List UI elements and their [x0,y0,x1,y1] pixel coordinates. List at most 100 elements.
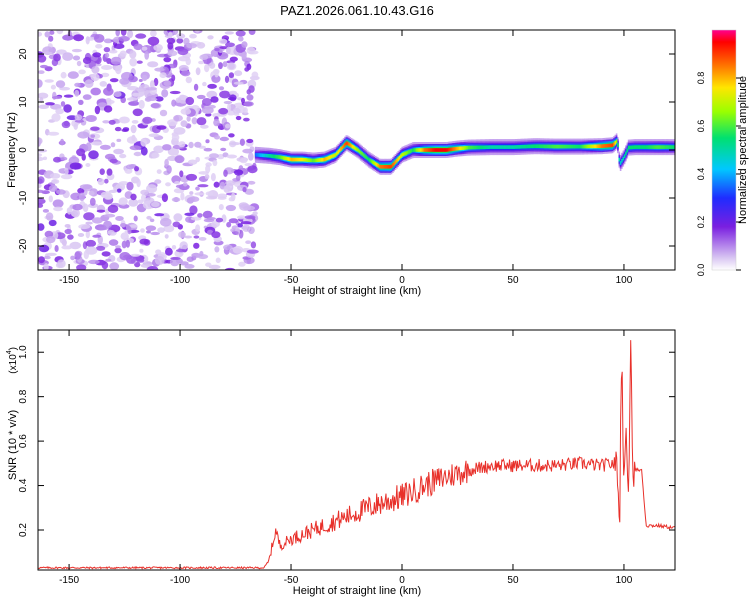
ridge-cell [484,145,486,150]
noise-blob [38,203,44,208]
noise-blob [136,258,145,263]
ridge-cell [334,153,337,157]
ridge-cell [537,144,539,148]
ridge-cell [456,146,458,151]
ridge-cell [426,148,429,152]
noise-blob [186,43,198,49]
ridge-cell [461,146,463,150]
ridge-cell [578,144,581,149]
ridge-cell [362,153,365,157]
noise-blob [45,102,55,106]
ridge-cell [394,160,397,164]
noise-blob [161,193,168,203]
noise-blob [178,141,186,148]
noise-blob [44,31,51,38]
noise-blob [204,64,210,73]
snr-axes: -150 -100 -50 0 50 100 0.2 0.4 0.6 0.8 1.0 [18,330,675,586]
noise-blob [224,267,236,270]
noise-blob [150,103,160,109]
ridge-cell [306,158,309,162]
ridge-cell [369,158,371,163]
noise-blob [110,56,122,65]
noise-blob [51,95,63,100]
ridge-cell [546,144,549,149]
noise-blob [144,96,152,102]
noise-blob [73,34,84,42]
noise-blob [85,163,91,167]
noise-blob [171,133,180,141]
noise-blob [64,167,69,175]
noise-blob [211,220,220,228]
noise-blob [45,212,54,221]
ridge-cell [346,141,349,146]
noise-blob [77,233,85,237]
ridge-cell [277,155,280,159]
noise-blob [240,221,252,225]
ridge-cell [333,153,336,158]
ridge-cell [429,148,431,152]
noise-blob [155,249,162,255]
noise-blob [195,67,201,76]
noise-blob [205,262,212,267]
ridge-cell [421,148,423,152]
noise-blob [236,215,247,220]
ridge-cell [424,148,426,152]
noise-blob [159,72,167,79]
noise-blob [74,89,80,97]
noise-blob [67,234,74,240]
ridge-cell [542,144,545,149]
ridge-cell [550,144,553,149]
ridge-cell [401,153,403,157]
noise-blob [38,189,45,193]
snr-line [38,340,675,570]
noise-blob [60,101,66,107]
noise-blob [201,106,214,114]
spectrogram-xtick-label: 50 [507,275,519,286]
noise-blob [226,221,232,228]
ridge-cell [376,163,378,167]
ridge-cell [270,154,273,158]
noise-blob [177,48,189,56]
noise-blob [210,173,216,182]
noise-blob [196,94,206,100]
noise-blob [209,62,216,69]
noise-blob [225,123,231,129]
ridge-cell [436,148,438,152]
ridge-cell [507,145,510,149]
noise-blob [67,71,79,79]
ridge-cell [570,144,573,149]
noise-blob [244,67,250,72]
noise-blob [232,231,239,235]
noise-blob [207,83,217,89]
ridge-cell [425,148,427,152]
noise-blob [178,231,186,238]
ridge-cell [422,148,425,152]
noise-blob [141,46,148,51]
snr-scale-exponent: 4 [6,350,13,354]
noise-blob [76,60,82,67]
noise-blob [176,38,184,44]
noise-blob [130,193,137,201]
noise-blob [93,34,105,43]
ridge-cell [305,158,308,162]
noise-blob [241,41,248,48]
noise-blob [90,141,103,146]
ridge-cell [370,159,373,164]
noise-blob [185,173,198,181]
ridge-cell [667,145,670,149]
noise-blob [90,126,100,131]
snr-xtick-label: 0 [399,575,405,586]
noise-blob [48,35,54,42]
noise-blob [198,237,207,241]
noise-blob [238,36,244,42]
noise-blob [125,239,130,248]
ridge-cell [356,147,358,152]
noise-blob [66,115,78,121]
ridge-cell [489,145,491,149]
ridge-cell [466,145,469,150]
ridge-cell [320,158,322,162]
noise-blob [127,226,132,235]
ridge-cell [316,158,318,163]
noise-blob [241,51,247,60]
noise-blob [182,182,188,187]
